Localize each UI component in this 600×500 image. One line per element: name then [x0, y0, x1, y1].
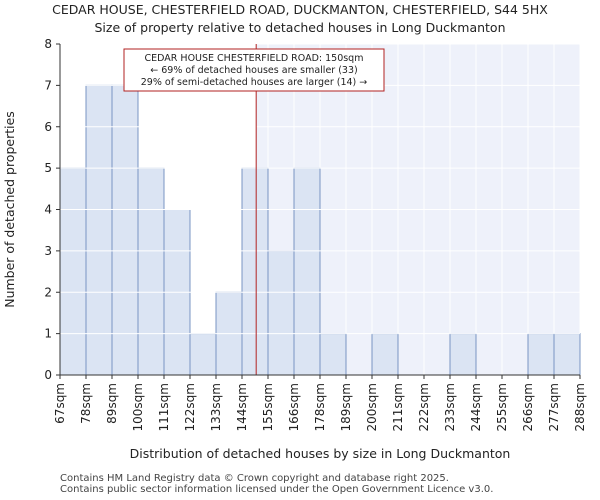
x-axis-label: Distribution of detached houses by size … — [130, 446, 511, 461]
y-tick-label: 7 — [44, 78, 52, 92]
x-tick-label: 122sqm — [183, 383, 197, 431]
x-tick-label: 78sqm — [79, 383, 93, 424]
x-tick-label: 233sqm — [443, 383, 457, 431]
bar — [267, 250, 295, 376]
bar — [189, 333, 217, 376]
bar — [241, 167, 269, 376]
y-tick-label: 1 — [44, 327, 52, 341]
x-tick-label: 277sqm — [547, 383, 561, 431]
y-tick-label: 4 — [44, 203, 52, 217]
y-tick-label: 8 — [44, 37, 52, 51]
y-tick-label: 3 — [44, 244, 52, 258]
bar — [111, 84, 139, 376]
y-tick-label: 0 — [44, 368, 52, 382]
y-tick-label: 5 — [44, 161, 52, 175]
bar — [371, 333, 399, 376]
footer-line-2: Contains public sector information licen… — [60, 484, 494, 495]
x-tick-label: 111sqm — [157, 383, 171, 431]
x-tick-label: 144sqm — [235, 383, 249, 431]
annotation-group: CEDAR HOUSE CHESTERFIELD ROAD: 150sqm ← … — [123, 48, 385, 92]
x-tick-label: 133sqm — [209, 383, 223, 431]
x-tick-label: 178sqm — [313, 383, 327, 431]
x-tick-label: 255sqm — [495, 383, 509, 431]
x-tick-label: 89sqm — [105, 383, 119, 424]
footer-line-1: Contains HM Land Registry data © Crown c… — [60, 473, 449, 484]
annotation-box — [123, 48, 385, 92]
bar — [59, 167, 87, 376]
chart-subtitle: Size of property relative to detached ho… — [94, 20, 506, 35]
annotation-line-1: CEDAR HOUSE CHESTERFIELD ROAD: 150sqm — [145, 53, 364, 64]
x-tick-label: 155sqm — [261, 383, 275, 431]
chart-title: CEDAR HOUSE, CHESTERFIELD ROAD, DUCKMANT… — [52, 2, 548, 17]
bar — [85, 84, 113, 376]
bar — [449, 333, 477, 376]
bar — [293, 167, 321, 376]
bar — [553, 333, 581, 376]
x-tick-label: 211sqm — [391, 383, 405, 431]
annotation-line-3: 29% of semi-detached houses are larger (… — [141, 77, 368, 88]
x-tick-label: 266sqm — [521, 383, 535, 431]
x-tick-label: 222sqm — [417, 383, 431, 431]
bar — [319, 333, 347, 376]
x-tick-label: 200sqm — [365, 383, 379, 431]
annotation-line-2: ← 69% of detached houses are smaller (33… — [150, 65, 357, 76]
bar — [527, 333, 555, 376]
x-tick-label: 288sqm — [573, 383, 587, 431]
y-tick-label: 6 — [44, 120, 52, 134]
x-ticks-group: 67sqm 78sqm 89sqm 100sqm 111sqm 122sqm 133sqm 1… — [53, 375, 587, 431]
x-tick-label: 67sqm — [53, 383, 67, 424]
x-tick-label: 189sqm — [339, 383, 353, 431]
x-tick-label: 100sqm — [131, 383, 145, 431]
x-tick-label: 166sqm — [287, 383, 301, 431]
x-tick-label: 244sqm — [469, 383, 483, 431]
y-tick-label: 2 — [44, 285, 52, 299]
y-axis-label: Number of detached properties — [2, 111, 17, 308]
bar — [137, 167, 165, 376]
